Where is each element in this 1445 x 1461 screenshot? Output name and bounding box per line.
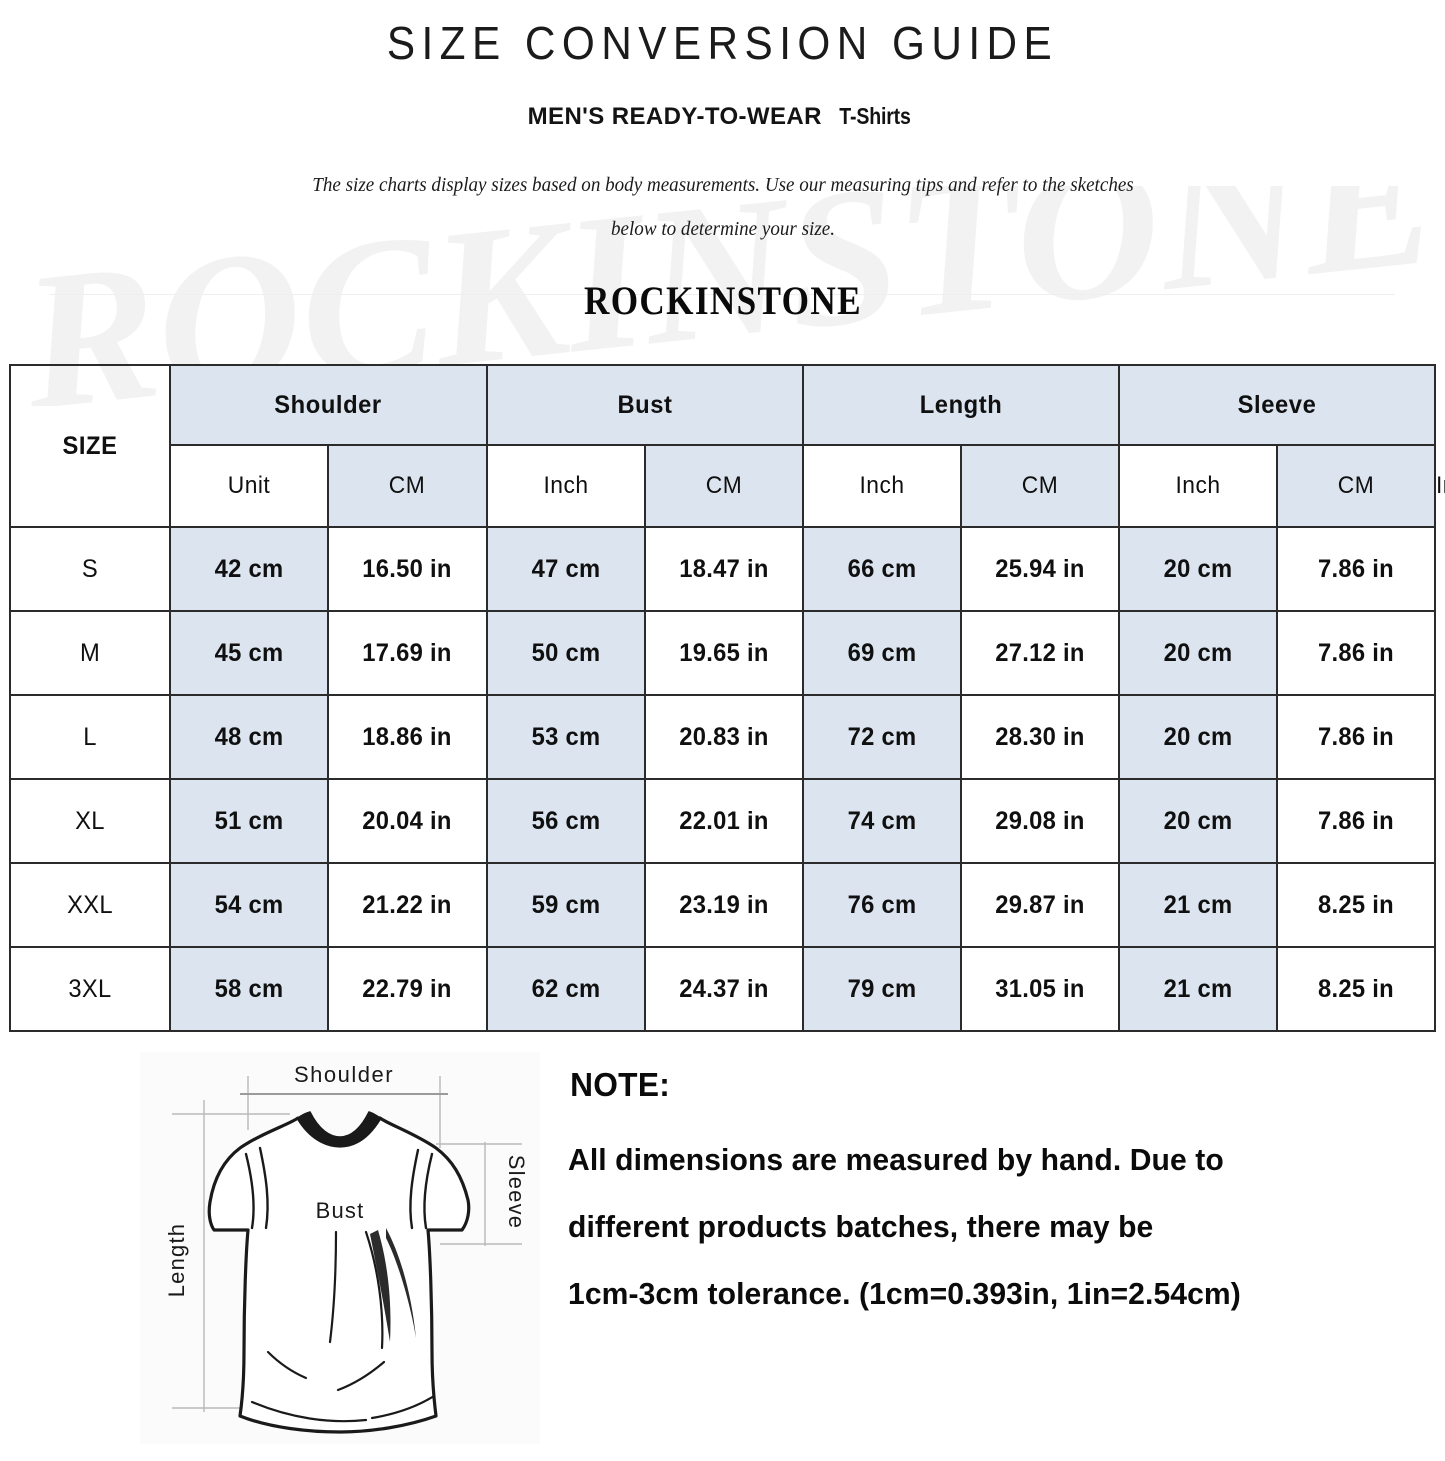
cell-shoulder-cm: 54 cm [169, 862, 330, 948]
cell-sleeve-cm: 20 cm [1117, 778, 1278, 864]
description-line-2: below to determine your size. [610, 218, 835, 240]
note-line-3: 1cm-3cm tolerance. (1cm=0.393in, 1in=2.5… [568, 1276, 1241, 1311]
note-body: All dimensions are measured by hand. Due… [568, 1126, 1418, 1327]
cell-length-inch: 29.87 in [959, 862, 1120, 948]
cell-shoulder-cm: 58 cm [169, 946, 330, 1032]
cell-length-cm: 79 cm [801, 946, 962, 1032]
cell-shoulder-inch: 22.79 in [327, 946, 488, 1032]
diagram-label-sleeve: Sleeve [504, 1155, 529, 1229]
page-description: The size charts display sizes based on b… [253, 163, 1192, 251]
cell-bust-cm: 47 cm [485, 526, 646, 612]
cell-shoulder-cm: 42 cm [169, 526, 330, 612]
diagram-label-shoulder: Shoulder [294, 1062, 394, 1087]
cell-bust-inch: 18.47 in [643, 526, 804, 612]
brand-name: ROCKINSTONE [583, 278, 862, 323]
bottom-section: Shoulder Bust Length Sleeve NOTE: All di… [0, 1046, 1445, 1446]
cell-bust-inch: 19.65 in [643, 610, 804, 696]
note-line-2: different products batches, there may be [568, 1209, 1154, 1244]
table-row: XL 51 cm 20.04 in 56 cm 22.01 in 74 cm 2… [9, 778, 1436, 864]
header-unit-shoulder-cm: CM [327, 444, 488, 528]
cell-shoulder-inch: 21.22 in [327, 862, 488, 948]
description-line-1: The size charts display sizes based on b… [311, 174, 1134, 196]
cell-length-inch: 28.30 in [959, 694, 1120, 780]
table-row: S 42 cm 16.50 in 47 cm 18.47 in 66 cm 25… [9, 526, 1436, 612]
cell-sleeve-inch: 8.25 in [1275, 946, 1436, 1032]
tshirt-measurement-diagram: Shoulder Bust Length Sleeve [140, 1052, 540, 1444]
cell-bust-cm: 59 cm [485, 862, 646, 948]
cell-length-cm: 72 cm [801, 694, 962, 780]
cell-sleeve-inch: 7.86 in [1275, 526, 1436, 612]
row-size-label: L [9, 694, 172, 780]
cell-sleeve-inch: 7.86 in [1275, 610, 1436, 696]
cell-bust-inch: 24.37 in [643, 946, 804, 1032]
header-unit: Unit [169, 444, 330, 528]
cell-length-inch: 31.05 in [959, 946, 1120, 1032]
note-line-1: All dimensions are measured by hand. Due… [568, 1142, 1224, 1177]
cell-length-inch: 27.12 in [959, 610, 1120, 696]
header-group-shoulder: Shoulder [169, 364, 488, 446]
page-subtitle: MEN'S READY-TO-WEAR T-Shirts [0, 103, 1445, 131]
table-row: L 48 cm 18.86 in 53 cm 20.83 in 72 cm 28… [9, 694, 1436, 780]
size-conversion-table: SIZE Shoulder Bust Length Sleeve Unit [9, 364, 1445, 1032]
cell-sleeve-cm: 21 cm [1117, 946, 1278, 1032]
row-size-label: XL [9, 778, 172, 864]
cell-shoulder-cm: 51 cm [169, 778, 330, 864]
cell-shoulder-inch: 20.04 in [327, 778, 488, 864]
cell-sleeve-cm: 21 cm [1117, 862, 1278, 948]
subtitle-product-type: T-Shirts [839, 103, 912, 129]
cell-length-cm: 74 cm [801, 778, 962, 864]
cell-length-cm: 66 cm [801, 526, 962, 612]
row-size-label: XXL [9, 862, 172, 948]
cell-shoulder-inch: 16.50 in [327, 526, 488, 612]
header-group-sleeve: Sleeve [1117, 364, 1436, 446]
cell-sleeve-inch: 8.25 in [1275, 862, 1436, 948]
row-size-label: M [9, 610, 172, 696]
table-group-header-row: SIZE Shoulder Bust Length Sleeve [9, 364, 1436, 528]
cell-sleeve-cm: 20 cm [1117, 610, 1278, 696]
cell-sleeve-cm: 20 cm [1117, 526, 1278, 612]
note-block: NOTE: All dimensions are measured by han… [568, 1066, 1418, 1327]
page-title: SIZE CONVERSION GUIDE [386, 17, 1059, 69]
cell-shoulder-inch: 18.86 in [327, 694, 488, 780]
cell-bust-inch: 20.83 in [643, 694, 804, 780]
cell-length-inch: 25.94 in [959, 526, 1120, 612]
cell-bust-cm: 53 cm [485, 694, 646, 780]
page-header: SIZE CONVERSION GUIDE MEN'S READY-TO-WEA… [0, 16, 1445, 324]
table-row: 3XL 58 cm 22.79 in 62 cm 24.37 in 79 cm … [9, 946, 1436, 1032]
cell-bust-cm: 50 cm [485, 610, 646, 696]
cell-length-inch: 29.08 in [959, 778, 1120, 864]
cell-length-cm: 76 cm [801, 862, 962, 948]
header-group-length: Length [801, 364, 1120, 446]
page-content: SIZE CONVERSION GUIDE MEN'S READY-TO-WEA… [0, 16, 1445, 1446]
header-size: SIZE [9, 364, 172, 528]
cell-bust-cm: 62 cm [485, 946, 646, 1032]
cell-shoulder-cm: 48 cm [169, 694, 330, 780]
subtitle-category: MEN'S READY-TO-WEAR [527, 103, 822, 130]
header-unit-length-inch: Inch [1117, 444, 1278, 528]
cell-sleeve-inch: 7.86 in [1275, 694, 1436, 780]
cell-length-cm: 69 cm [801, 610, 962, 696]
header-unit-length-cm: CM [959, 444, 1120, 528]
diagram-label-length: Length [164, 1223, 189, 1298]
cell-shoulder-inch: 17.69 in [327, 610, 488, 696]
table-row: M 45 cm 17.69 in 50 cm 19.65 in 69 cm 27… [9, 610, 1436, 696]
header-group-bust: Bust [485, 364, 804, 446]
cell-bust-cm: 56 cm [485, 778, 646, 864]
row-size-label: 3XL [9, 946, 172, 1032]
cell-sleeve-inch: 7.86 in [1275, 778, 1436, 864]
cell-bust-inch: 23.19 in [643, 862, 804, 948]
table-unit-header-row: Unit CM Inch CM Inch CM Inch CM Inch [10, 444, 1445, 528]
cell-sleeve-cm: 20 cm [1117, 694, 1278, 780]
row-size-label: S [9, 526, 172, 612]
table-row: XXL 54 cm 21.22 in 59 cm 23.19 in 76 cm … [9, 862, 1436, 948]
header-unit-bust-cm: CM [643, 444, 804, 528]
diagram-label-bust: Bust [316, 1198, 365, 1223]
note-heading: NOTE: [570, 1066, 671, 1103]
cell-shoulder-cm: 45 cm [169, 610, 330, 696]
header-unit-sleeve-cm: CM [1275, 444, 1436, 528]
header-unit-shoulder-inch: Inch [485, 444, 646, 528]
header-unit-bust-inch: Inch [801, 444, 962, 528]
brand-row: ROCKINSTONE [0, 277, 1445, 324]
cell-bust-inch: 22.01 in [643, 778, 804, 864]
